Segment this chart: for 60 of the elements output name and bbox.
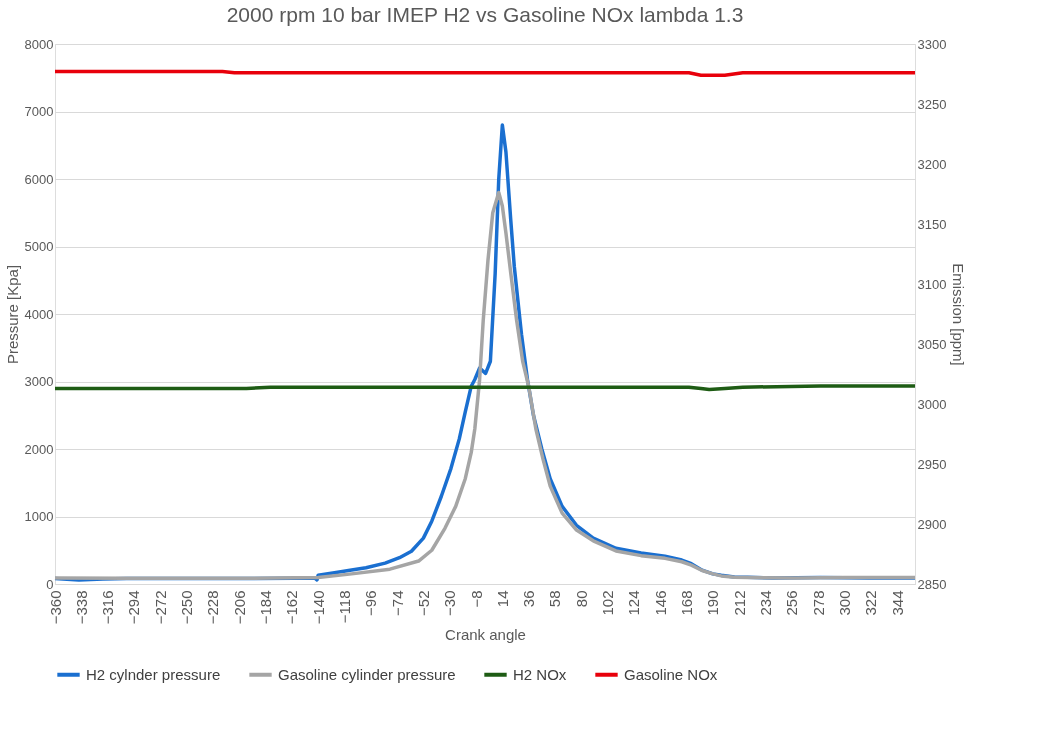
x-tick-label: 36 — [520, 590, 538, 608]
x-tick-label: 278 — [809, 590, 827, 616]
legend-label: H2 NOx — [513, 665, 567, 683]
chart-title: 2000 rpm 10 bar IMEP H2 vs Gasoline NOx lambda 1.3 — [226, 3, 744, 26]
x-tick-label: −184 — [257, 590, 275, 625]
x-tick-label: 190 — [704, 590, 722, 616]
y-tick-label: 6000 — [24, 171, 54, 187]
x-tick-label: −316 — [99, 590, 117, 625]
y2-tick-label: 2900 — [917, 516, 947, 532]
y-tick-label: 7000 — [24, 104, 54, 119]
y-tick-label: 8000 — [24, 36, 54, 52]
y2-axis-title: Emission [ppm] — [950, 263, 968, 366]
x-tick-label: 168 — [678, 590, 696, 616]
y2-tick-label: 2950 — [917, 456, 947, 472]
x-tick-label: −338 — [72, 590, 90, 625]
y2-tick-label: 3300 — [917, 36, 947, 52]
x-tick-label: −118 — [335, 590, 353, 624]
x-tick-label: 344 — [888, 590, 906, 616]
x-tick-label: 256 — [783, 590, 801, 616]
x-tick-label: 146 — [651, 590, 669, 616]
y2-tick-label: 3050 — [917, 336, 947, 352]
y2-tick-label: 3150 — [917, 216, 947, 232]
y2-tick-label: 3200 — [917, 156, 947, 172]
y-tick-label: 2000 — [24, 441, 54, 457]
x-tick-label: 124 — [625, 590, 643, 616]
x-tick-label: −228 — [204, 590, 222, 625]
y-tick-label: 3000 — [24, 374, 54, 389]
y-tick-label: 1000 — [24, 509, 54, 524]
x-tick-label: 212 — [730, 590, 748, 616]
x-tick-label: −250 — [178, 590, 196, 625]
y2-tick-label: 3000 — [917, 396, 947, 412]
y-axis-title: Pressure [Kpa] — [3, 264, 21, 365]
x-tick-label: 14 — [493, 590, 511, 608]
x-tick-label: 322 — [862, 590, 880, 616]
x-tick-label: −360 — [46, 590, 64, 625]
x-tick-label: 80 — [572, 590, 590, 608]
legend-label: Gasoline cylinder pressure — [278, 665, 456, 683]
x-tick-label: −30 — [441, 590, 459, 616]
x-tick-label: −74 — [388, 590, 406, 616]
x-tick-label: −52 — [414, 590, 432, 616]
legend-label: H2 cylnder pressure — [86, 665, 221, 683]
y2-tick-label: 2850 — [917, 576, 947, 592]
x-tick-label: −96 — [362, 590, 380, 616]
y2-tick-label: 3100 — [917, 276, 947, 292]
x-tick-label: −294 — [125, 590, 143, 625]
x-tick-label: −140 — [309, 590, 327, 625]
x-tick-label: 102 — [599, 590, 617, 616]
y-tick-label: 5000 — [24, 239, 54, 254]
y-tick-label: 0 — [46, 576, 54, 592]
x-tick-label: 300 — [835, 590, 853, 616]
x-tick-label: 234 — [756, 590, 774, 616]
x-tick-label: −162 — [283, 590, 301, 625]
legend-label: Gasoline NOx — [624, 665, 718, 683]
y-tick-label: 4000 — [24, 306, 54, 322]
y2-tick-label: 3250 — [917, 96, 947, 112]
x-axis-title: Crank angle — [445, 626, 526, 644]
x-tick-label: −206 — [230, 590, 248, 625]
x-tick-label: 58 — [546, 590, 564, 608]
x-tick-label: −8 — [467, 590, 485, 608]
x-tick-label: −272 — [151, 590, 169, 625]
